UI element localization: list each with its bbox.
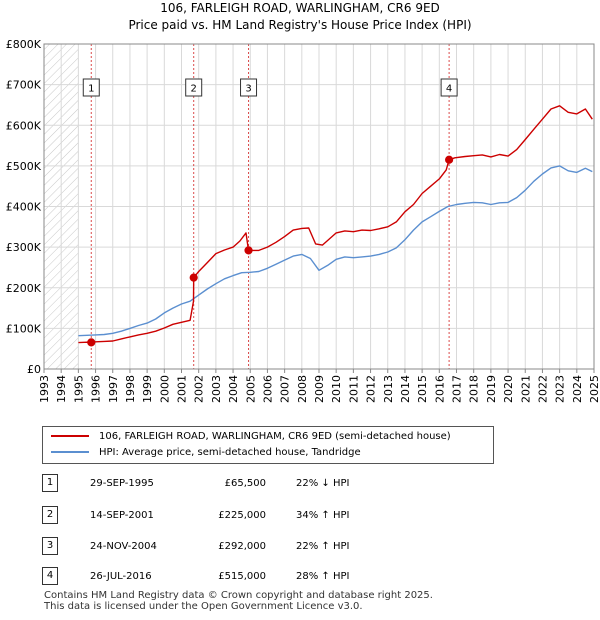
sale-marker-label: 3: [245, 84, 251, 95]
x-tick-label: 2005: [244, 375, 257, 403]
footer-copyright: Contains HM Land Registry data © Crown c…: [44, 590, 433, 601]
sale-marker-label: 1: [88, 84, 94, 95]
x-tick-label: 2025: [588, 375, 600, 403]
x-tick-label: 2020: [502, 375, 515, 403]
sale-number-badge: 2: [42, 506, 58, 524]
y-axis: £0 £100K £200K £300K £400K £500K £600K £700K £80…: [6, 38, 42, 376]
x-tick-label: 2017: [451, 375, 464, 403]
x-tick-label: 2004: [227, 375, 240, 403]
sale-price: £225,000: [218, 510, 266, 521]
footer: Contains HM Land Registry data © Crown c…: [44, 590, 433, 612]
sale-point: [87, 338, 96, 347]
chart-title: 106, FARLEIGH ROAD, WARLINGHAM, CR6 9ED …: [0, 0, 600, 34]
y-tick-label: £300K: [6, 241, 42, 254]
sale-point: [244, 246, 253, 255]
sale-price: £292,000: [218, 541, 266, 552]
x-tick-label: 2008: [296, 375, 309, 403]
sale-hpi-diff: 22% ↓ HPI: [296, 478, 350, 489]
y-tick-label: £600K: [6, 119, 42, 132]
footer-license: This data is licensed under the Open Gov…: [44, 601, 363, 612]
sale-point: [189, 273, 198, 282]
legend-swatch-property: [51, 435, 89, 437]
x-tick-label: 2010: [330, 375, 343, 403]
x-tick-label: 2021: [519, 375, 532, 403]
x-tick-label: 2011: [347, 375, 360, 403]
series-line: [78, 165, 593, 337]
x-tick-label: 2002: [193, 375, 206, 403]
legend: 106, FARLEIGH ROAD, WARLINGHAM, CR6 9ED …: [42, 426, 494, 464]
x-tick-label: 2003: [210, 375, 223, 403]
sale-marker-box: [440, 78, 458, 97]
x-tick-label: 1999: [141, 375, 154, 403]
x-tick-label: 2023: [554, 375, 567, 403]
series-lines: [78, 105, 593, 344]
sale-date: 24-NOV-2004: [90, 541, 157, 552]
sale-marker-box: [82, 78, 100, 97]
sale-row: 3 24-NOV-2004 £292,000 22% ↑ HPI: [42, 537, 462, 555]
x-tick-label: 2012: [365, 375, 378, 403]
sale-marker-box: [240, 78, 258, 97]
x-tick-label: 2015: [416, 375, 429, 403]
x-tick-label: 1994: [55, 375, 68, 403]
sale-date: 29-SEP-1995: [90, 478, 154, 489]
sale-price: £65,500: [224, 478, 266, 489]
sale-hpi-diff: 34% ↑ HPI: [296, 510, 350, 521]
x-axis: 1993 1994 1995 1996 1997 1998 1999 2000 2001 2002…: [38, 369, 600, 403]
sale-number-badge: 1: [42, 474, 58, 492]
legend-item-property: 106, FARLEIGH ROAD, WARLINGHAM, CR6 9ED …: [51, 429, 451, 445]
y-tick-label: £0: [27, 363, 41, 376]
y-tick-label: £400K: [6, 201, 42, 214]
x-tick-label: 1996: [90, 375, 103, 403]
legend-label-property: 106, FARLEIGH ROAD, WARLINGHAM, CR6 9ED …: [99, 431, 451, 442]
x-tick-label: 1993: [38, 375, 51, 403]
sale-point: [445, 155, 454, 164]
sale-date: 26-JUL-2016: [90, 571, 152, 582]
x-tick-label: 2009: [313, 375, 326, 403]
legend-swatch-hpi: [51, 451, 89, 453]
x-tick-label: 2024: [571, 375, 584, 403]
sale-marker-box: [185, 78, 203, 97]
grid-lines: [43, 43, 595, 370]
x-tick-label: 1997: [107, 375, 120, 403]
sale-number-badge: 4: [42, 567, 58, 585]
y-tick-label: £700K: [6, 79, 42, 92]
y-tick-label: £800K: [6, 38, 42, 51]
sale-hpi-diff: 22% ↑ HPI: [296, 541, 350, 552]
x-tick-label: 2007: [279, 375, 292, 403]
sale-row: 4 26-JUL-2016 £515,000 28% ↑ HPI: [42, 567, 462, 585]
x-tick-label: 2006: [261, 375, 274, 403]
y-tick-label: £200K: [6, 282, 42, 295]
price-chart: 1 2 3 4 £0 £100K £200K £300K £400K £500K £600K £70…: [6, 38, 600, 403]
sale-row: 1 29-SEP-1995 £65,500 22% ↓ HPI: [42, 474, 462, 492]
series-line: [78, 105, 593, 344]
chart-title-line1: 106, FARLEIGH ROAD, WARLINGHAM, CR6 9ED: [160, 1, 440, 15]
sale-marker-label: 2: [191, 84, 197, 95]
x-tick-label: 2000: [158, 375, 171, 403]
sale-markers: 1 2 3 4: [82, 78, 458, 347]
sale-number-badge: 3: [42, 537, 58, 555]
x-tick-label: 2001: [176, 375, 189, 403]
chart-title-line2: Price paid vs. HM Land Registry's House …: [128, 18, 472, 32]
sale-price: £515,000: [218, 571, 266, 582]
x-tick-label: 1998: [124, 375, 137, 403]
x-tick-label: 2016: [433, 375, 446, 403]
legend-label-hpi: HPI: Average price, semi-detached house,…: [99, 447, 361, 458]
sale-row: 2 14-SEP-2001 £225,000 34% ↑ HPI: [42, 506, 462, 524]
sale-marker-label: 4: [446, 84, 452, 95]
x-tick-label: 2022: [536, 375, 549, 403]
x-tick-label: 2014: [399, 375, 412, 403]
y-tick-label: £100K: [6, 322, 42, 335]
x-tick-label: 1995: [72, 375, 85, 403]
sale-date: 14-SEP-2001: [90, 510, 154, 521]
sale-hpi-diff: 28% ↑ HPI: [296, 571, 350, 582]
x-tick-label: 2019: [485, 375, 498, 403]
legend-item-hpi: HPI: Average price, semi-detached house,…: [51, 445, 361, 461]
y-tick-label: £500K: [6, 160, 42, 173]
x-tick-label: 2013: [382, 375, 395, 403]
x-tick-label: 2018: [468, 375, 481, 403]
